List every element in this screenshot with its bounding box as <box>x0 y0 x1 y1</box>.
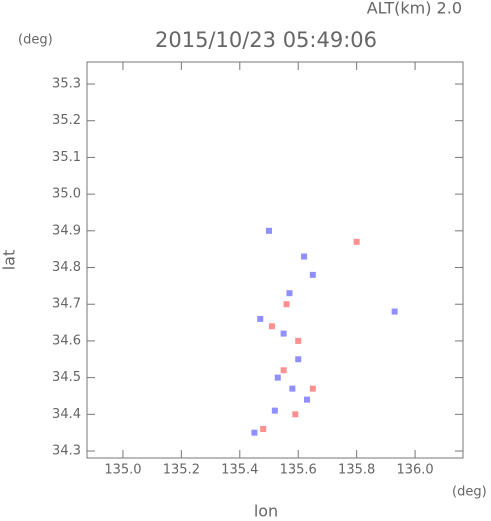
x-tick-label: 135.6 <box>280 463 317 478</box>
y-tick-label: 34.7 <box>52 297 81 312</box>
y-tick-label: 34.4 <box>52 407 81 422</box>
echo-point <box>303 396 310 403</box>
echo-point <box>260 426 267 433</box>
echo-point <box>268 323 275 330</box>
echo-point <box>274 374 281 381</box>
y-tick-label: 35.2 <box>52 113 81 128</box>
echo-point <box>251 429 258 436</box>
echo-point <box>292 411 299 418</box>
echo-point <box>280 330 287 337</box>
echo-point <box>295 356 302 363</box>
y-tick-label: 35.0 <box>52 187 81 202</box>
y-axis-label: lat <box>0 250 19 271</box>
echo-point <box>266 227 273 234</box>
y-tick-label: 34.3 <box>52 444 81 459</box>
altitude-label: ALT(km) 2.0 <box>367 0 462 18</box>
plot-frame <box>86 61 464 459</box>
y-tick-label: 35.1 <box>52 150 81 165</box>
echo-point <box>301 253 308 260</box>
y-tick-label: 34.8 <box>52 260 81 275</box>
echo-point <box>271 407 278 414</box>
x-tick-label: 135.4 <box>221 463 258 478</box>
y-tick-label: 34.9 <box>52 223 81 238</box>
echo-point <box>309 271 316 278</box>
echo-point <box>289 385 296 392</box>
echo-point <box>353 238 360 245</box>
y-tick-label: 34.5 <box>52 370 81 385</box>
x-tick-label: 135.8 <box>338 463 375 478</box>
echo-point <box>280 367 287 374</box>
y-unit: (deg) <box>18 33 53 48</box>
y-tick-label: 35.3 <box>52 77 81 92</box>
echo-point <box>391 308 398 315</box>
chart-title: 2015/10/23 05:49:06 <box>155 28 377 52</box>
x-tick-label: 135.0 <box>104 463 141 478</box>
x-axis-label: lon <box>254 502 278 521</box>
echo-point <box>283 301 290 308</box>
echo-point <box>295 337 302 344</box>
y-tick-label: 34.6 <box>52 333 81 348</box>
x-unit: (deg) <box>452 485 487 500</box>
x-tick-label: 136.0 <box>396 463 433 478</box>
x-tick-label: 135.2 <box>163 463 200 478</box>
echo-point <box>257 315 264 322</box>
echo-point <box>309 385 316 392</box>
echo-point <box>286 290 293 297</box>
